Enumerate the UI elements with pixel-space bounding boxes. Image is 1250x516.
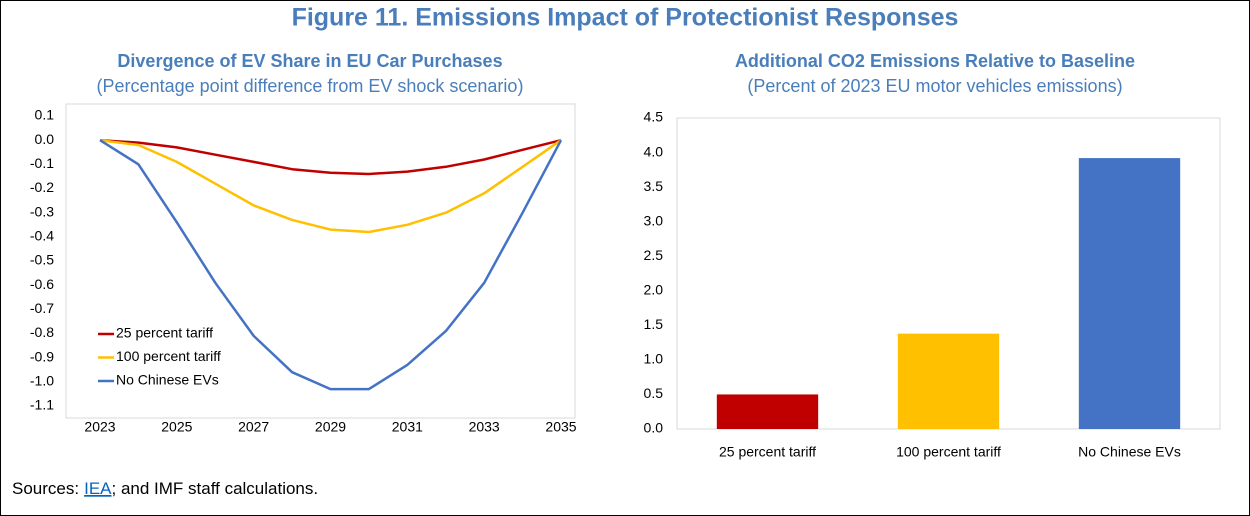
bar — [716, 394, 819, 429]
chart-subtitle: (Percent of 2023 EU motor vehicles emiss… — [747, 76, 1122, 96]
y-tick-label: 0.5 — [644, 385, 664, 401]
legend-label: 25 percent tariff — [116, 325, 213, 341]
x-tick-label: 100 percent tariff — [896, 444, 1001, 460]
x-tick-label: 2029 — [315, 419, 346, 435]
source-note: Sources: IEA; and IMF staff calculations. — [12, 479, 318, 498]
source-suffix: ; and IMF staff calculations. — [112, 479, 319, 498]
y-tick-label: -0.9 — [30, 348, 54, 364]
x-tick-label: 2023 — [84, 419, 115, 435]
y-tick-label: -0.6 — [30, 276, 54, 292]
y-tick-label: -0.4 — [30, 228, 54, 244]
chart-title: Additional CO2 Emissions Relative to Bas… — [735, 51, 1135, 71]
y-tick-label: 1.5 — [644, 316, 664, 332]
legend-label: No Chinese EVs — [116, 372, 219, 388]
bar — [1078, 158, 1181, 429]
source-link[interactable]: IEA — [84, 479, 112, 498]
y-tick-label: 0.1 — [35, 107, 55, 123]
x-tick-label: No Chinese EVs — [1078, 444, 1181, 460]
y-tick-label: 3.5 — [644, 178, 664, 194]
chart-title: Divergence of EV Share in EU Car Purchas… — [117, 51, 502, 71]
legend-label: 100 percent tariff — [116, 348, 221, 364]
line-series — [99, 138, 562, 176]
y-tick-label: -0.5 — [30, 252, 54, 268]
source-prefix: Sources: — [12, 479, 79, 498]
y-tick-label: 2.0 — [644, 281, 664, 297]
y-tick-label: 2.5 — [644, 247, 664, 263]
x-tick-label: 2035 — [545, 419, 576, 435]
y-tick-label: -0.7 — [30, 300, 54, 316]
y-tick-label: 0.0 — [644, 420, 664, 436]
x-tick-label: 25 percent tariff — [719, 444, 816, 460]
bar — [897, 333, 1000, 429]
plot-frame — [65, 103, 576, 419]
y-tick-label: 4.0 — [644, 143, 664, 159]
x-tick-label: 2033 — [469, 419, 500, 435]
x-tick-label: 2025 — [161, 419, 192, 435]
y-tick-label: 4.5 — [644, 109, 664, 125]
figure-title: Figure 11. Emissions Impact of Protectio… — [292, 4, 959, 32]
y-tick-label: -1.1 — [30, 397, 54, 413]
line-series — [99, 138, 562, 234]
y-tick-label: -1.0 — [30, 373, 54, 389]
x-tick-label: 2031 — [392, 419, 423, 435]
y-tick-label: -0.3 — [30, 203, 54, 219]
y-tick-label: -0.2 — [30, 179, 54, 195]
y-tick-label: -0.8 — [30, 324, 54, 340]
y-tick-label: 0.0 — [35, 131, 55, 147]
line-series — [99, 139, 563, 391]
x-tick-label: 2027 — [238, 419, 269, 435]
y-tick-label: -0.1 — [30, 155, 54, 171]
y-tick-label: 3.0 — [644, 212, 664, 228]
chart-subtitle: (Percentage point difference from EV sho… — [97, 76, 524, 96]
y-tick-label: 1.0 — [644, 351, 664, 367]
